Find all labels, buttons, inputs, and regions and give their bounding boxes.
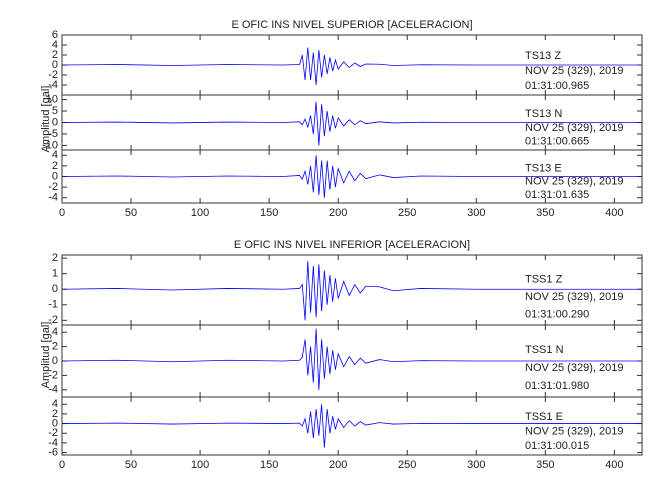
waveform [61, 155, 642, 198]
x-tick-label: 250 [398, 207, 416, 219]
time-label: 01:31:00.665 [525, 136, 589, 148]
x-tick-label: 50 [125, 459, 137, 471]
y-axis-label: Amplitud [gal] [40, 86, 52, 153]
waveform [61, 101, 642, 146]
station-label: TSS1 Z [525, 273, 563, 285]
x-tick-label: 400 [605, 459, 623, 471]
y-tick-label: -2 [48, 181, 58, 193]
time-label: 01:31:01.980 [525, 380, 589, 392]
y-tick-label: 0 [52, 170, 58, 182]
date-label: NOV 25 (329), 2019 [525, 362, 623, 374]
x-tick-label: 400 [605, 207, 623, 219]
y-tick-label: 2 [52, 160, 58, 172]
y-axis-label: Amplitud [gal] [40, 322, 52, 389]
x-tick-label: 50 [125, 207, 137, 219]
y-tick-label: -2 [48, 369, 58, 381]
waveform [61, 328, 642, 390]
y-tick-label: 2 [52, 341, 58, 353]
x-tick-label: 350 [536, 459, 554, 471]
y-tick-label: 2 [52, 252, 58, 264]
time-label: 01:31:01.635 [525, 189, 589, 201]
date-label: NOV 25 (329), 2019 [525, 122, 623, 134]
x-tick-label: 250 [398, 459, 416, 471]
x-tick-label: 150 [260, 207, 278, 219]
y-tick-label: -10 [42, 139, 58, 151]
panel-title: E OFIC INS NIVEL INFERIOR [ACELERACION] [234, 239, 470, 251]
waveform [61, 47, 642, 86]
y-tick-label: -4 [48, 79, 58, 91]
time-label: 01:31:00.015 [525, 440, 589, 452]
station-label: TS13 E [525, 162, 562, 174]
y-tick-label: -2 [48, 314, 58, 326]
waveform [61, 404, 642, 448]
x-tick-label: 300 [467, 459, 485, 471]
subplot-frame [61, 396, 643, 456]
y-tick-label: -4 [48, 384, 58, 396]
waveform [61, 261, 642, 321]
y-tick-label: 0 [52, 283, 58, 295]
x-tick-label: 300 [467, 207, 485, 219]
y-tick-label: 5 [52, 105, 58, 117]
station-label: TS13 Z [525, 50, 561, 62]
date-label: NOV 25 (329), 2019 [525, 291, 623, 303]
time-label: 01:31:00.965 [525, 80, 589, 92]
y-tick-label: -1 [48, 299, 58, 311]
y-tick-label: 0 [52, 116, 58, 128]
x-tick-label: 0 [59, 459, 65, 471]
x-tick-label: 100 [191, 207, 209, 219]
date-label: NOV 25 (329), 2019 [525, 426, 623, 438]
y-tick-label: -2 [48, 427, 58, 439]
x-tick-label: 200 [329, 459, 347, 471]
x-tick-label: 100 [191, 459, 209, 471]
date-label: NOV 25 (329), 2019 [525, 176, 623, 188]
y-tick-label: 4 [52, 149, 58, 161]
y-tick-label: 2 [52, 49, 58, 61]
y-tick-label: 0 [52, 355, 58, 367]
station-label: TS13 N [525, 108, 562, 120]
y-tick-label: -6 [48, 446, 58, 458]
y-tick-label: -4 [48, 437, 58, 449]
y-tick-label: -5 [48, 128, 58, 140]
y-tick-label: 10 [46, 93, 58, 105]
y-tick-label: 4 [52, 398, 58, 410]
x-tick-label: 350 [536, 207, 554, 219]
y-tick-label: 2 [52, 408, 58, 420]
station-label: TSS1 N [525, 344, 564, 356]
y-tick-label: 6 [52, 29, 58, 41]
y-tick-label: 4 [52, 326, 58, 338]
date-label: NOV 25 (329), 2019 [525, 65, 623, 77]
station-label: TSS1 E [525, 411, 563, 423]
x-tick-label: 200 [329, 207, 347, 219]
panel-title: E OFIC INS NIVEL SUPERIOR [ACELERACION] [231, 19, 472, 31]
x-tick-label: 0 [59, 207, 65, 219]
y-tick-label: 0 [52, 59, 58, 71]
y-tick-label: -2 [48, 69, 58, 81]
x-tick-label: 150 [260, 459, 278, 471]
y-tick-label: 0 [52, 417, 58, 429]
y-tick-label: -4 [48, 192, 58, 204]
y-tick-label: 4 [52, 39, 58, 51]
time-label: 01:31:00.290 [525, 308, 589, 320]
y-tick-label: 1 [52, 268, 58, 280]
